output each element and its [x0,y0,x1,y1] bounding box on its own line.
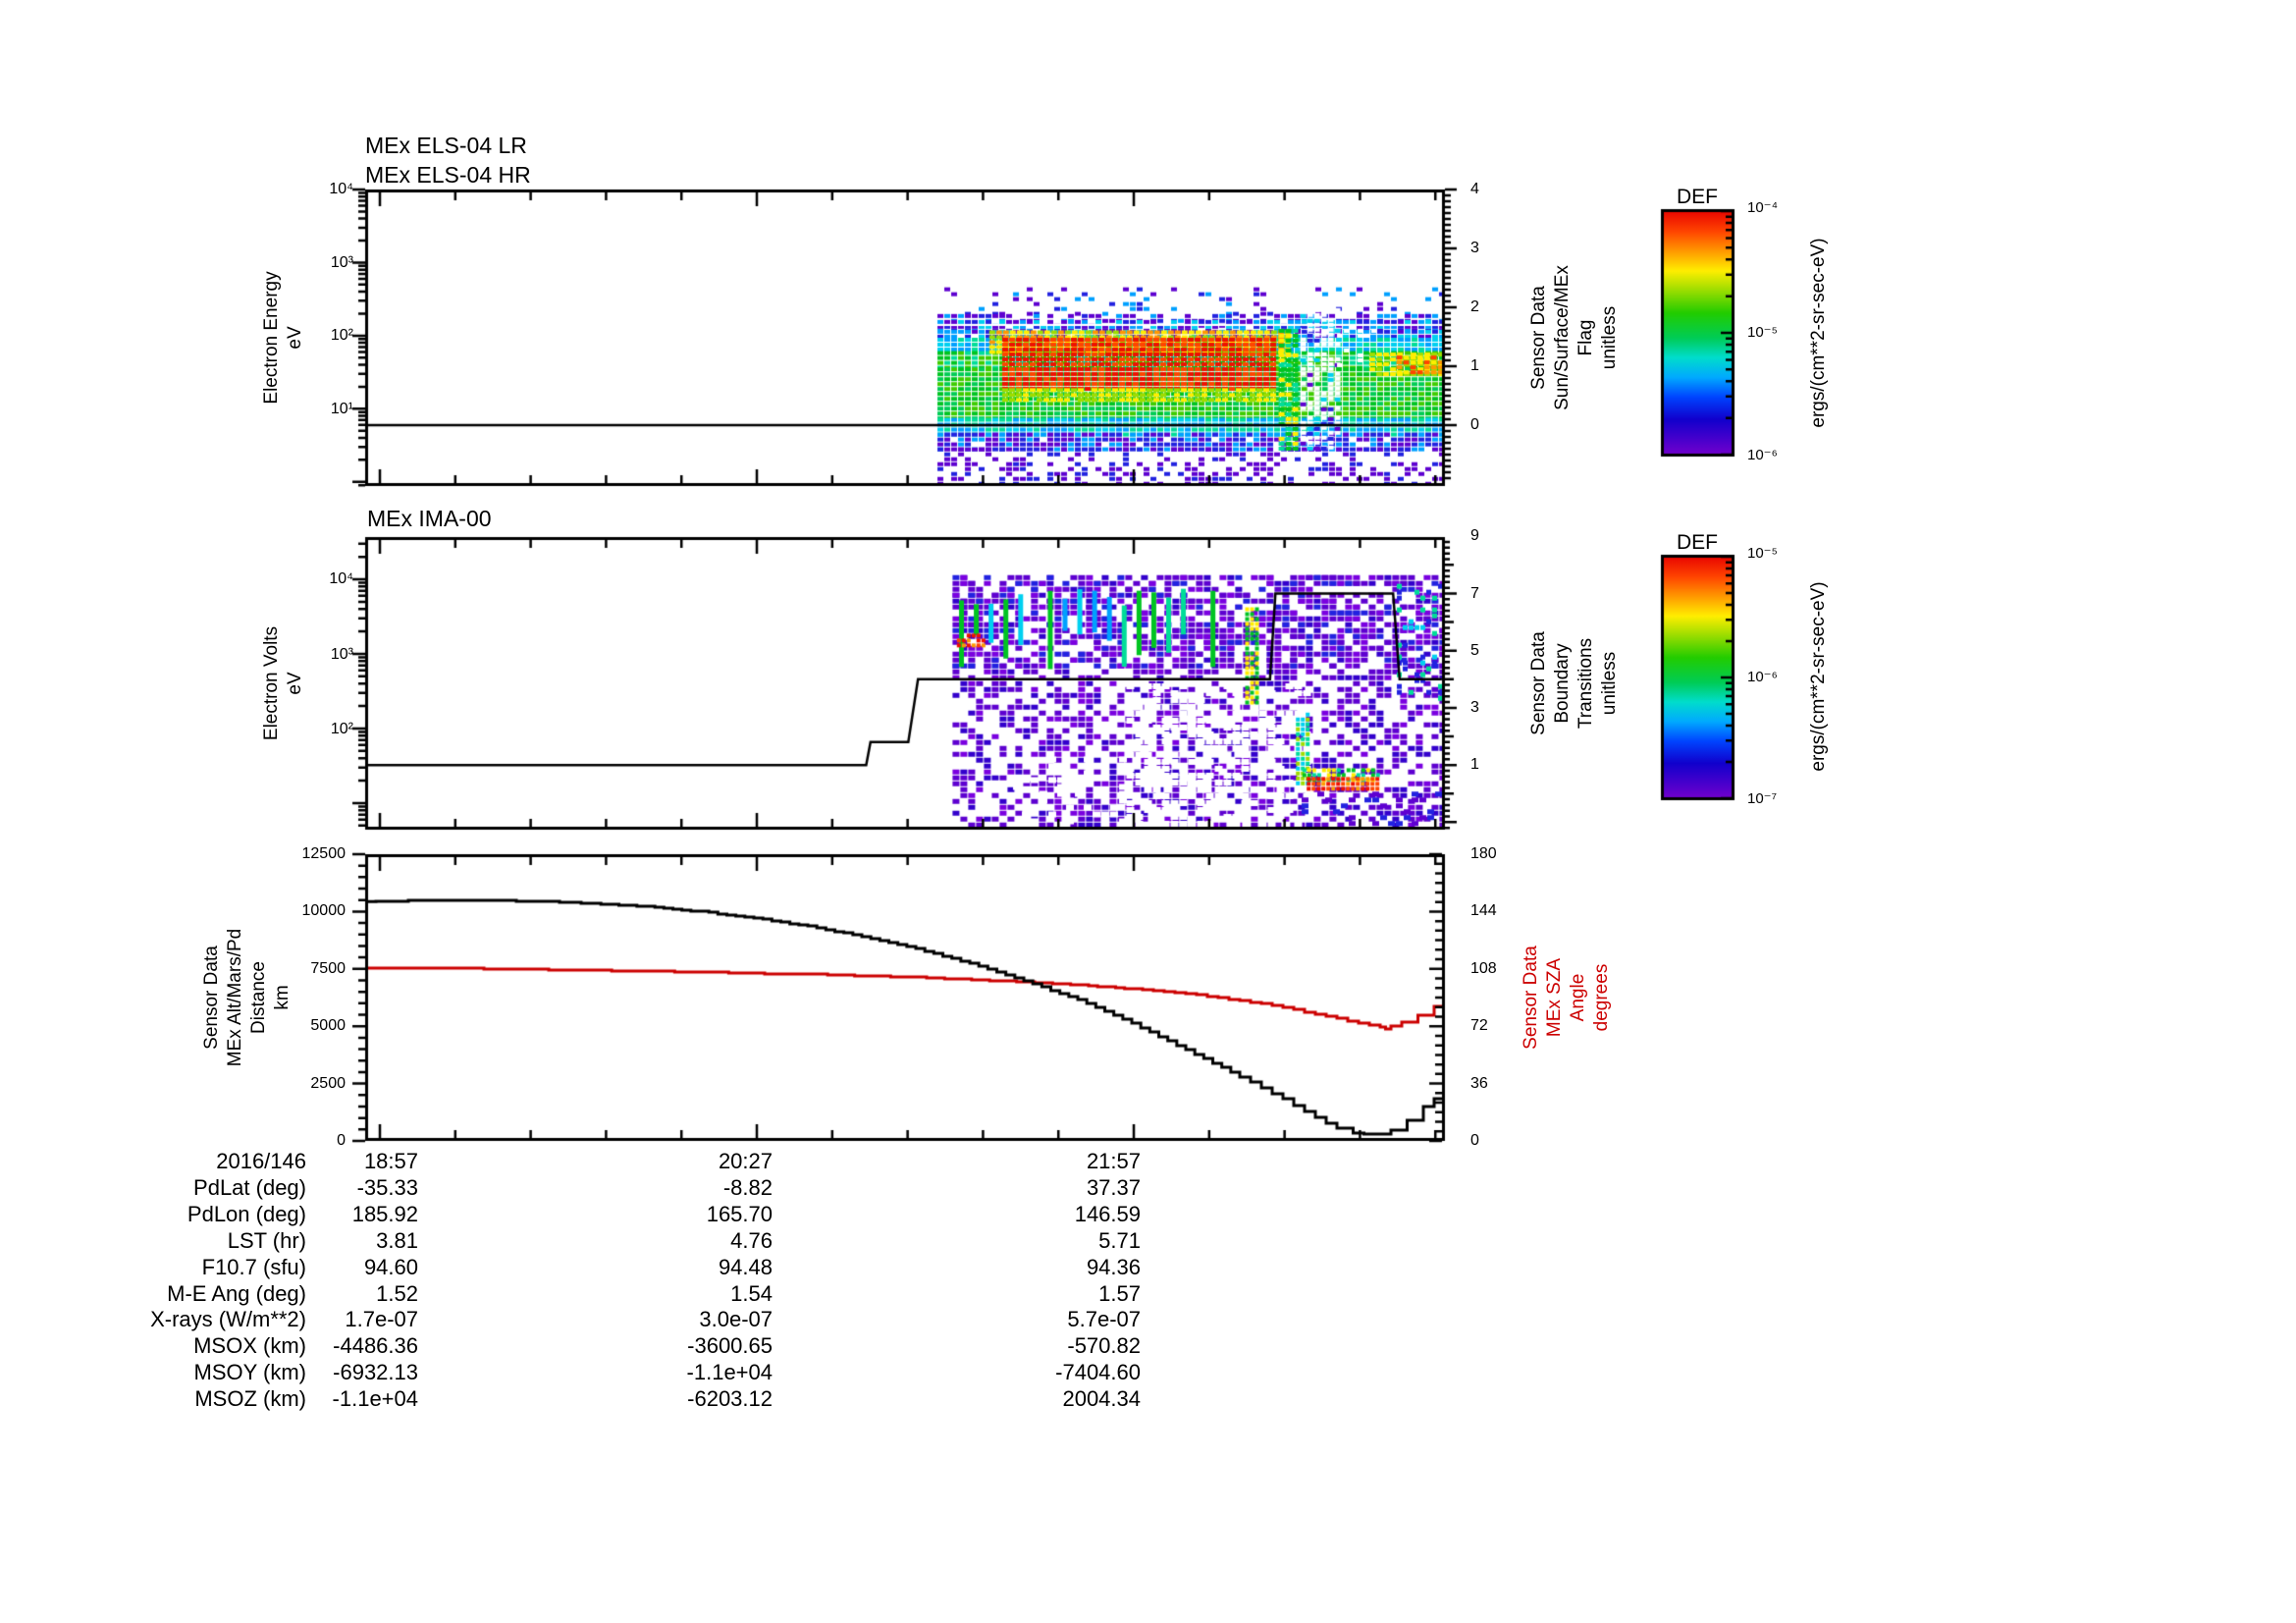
ima-y-axis-label: Electron Volts eV [261,625,305,741]
colorbar2-tick-1e-7: 10⁻⁷ [1747,790,1778,807]
ima-right-axis-label: Sensor Data Boundary Transitions unitles… [1528,631,1620,735]
table-cell: -7404.60 [1055,1360,1141,1385]
table-cell: 2004.34 [1062,1386,1141,1412]
altitude-axis-label: Sensor Data MEx Alt/Mars/Pd Distance km [201,928,293,1067]
table-cell: 5.7e-07 [1067,1307,1141,1332]
x-axis-time-label: 21:57 [1086,1149,1141,1173]
ima-flag-tick-1: 1 [1470,756,1479,773]
ima-flag-tick-9: 9 [1470,527,1479,544]
els-flag-tick-1: 1 [1470,357,1479,374]
ima-ytick-1e4: 10⁴ [329,570,353,587]
els-flag-tick-4: 4 [1470,181,1479,197]
table-cell: 5.71 [1098,1227,1141,1253]
table-cell: 1.7e-07 [345,1307,418,1332]
colorbar2-units: ergs/(cm**2-sr-sec-eV) [1808,581,1829,772]
els-ytick-1e4: 10⁴ [329,181,353,197]
sza-tick-180: 180 [1470,845,1497,862]
colorbar1-tick-1e-4: 10⁻⁴ [1747,199,1779,216]
table-cell: 94.48 [718,1254,773,1279]
table-row-label: LST (hr) [227,1227,306,1253]
x-axis-time-label: 18:57 [363,1149,418,1173]
colorbar2-tick-1e-5: 10⁻⁵ [1747,545,1778,562]
table-cell: -1.1e+04 [686,1360,773,1385]
colorbar1-units: ergs/(cm**2-sr-sec-eV) [1808,238,1829,428]
table-row-label: M-E Ang (deg) [167,1280,306,1306]
table-row-label: F10.7 (sfu) [201,1254,306,1279]
table-cell: 94.60 [363,1254,418,1279]
table-cell: 3.0e-07 [699,1307,773,1332]
alt-tick-0: 0 [337,1132,346,1149]
sza-tick-108: 108 [1470,960,1497,977]
ima-flag-tick-7: 7 [1470,585,1479,602]
alt-tick-10000: 10000 [301,902,347,919]
els-title-hr: MEx ELS-04 HR [365,162,531,188]
table-row-label: X-rays (W/m**2) [150,1307,306,1332]
table-cell: 185.92 [351,1201,418,1226]
table-cell: -6932.13 [333,1360,418,1385]
table-cell: -35.33 [356,1174,418,1200]
els-flag-tick-2: 2 [1470,298,1479,315]
ima-flag-tick-5: 5 [1470,642,1479,659]
els-ytick-1e2: 10² [330,327,353,344]
table-cell: -4486.36 [333,1333,418,1359]
sza-tick-72: 72 [1470,1017,1488,1034]
ima-ytick-1e3: 10³ [330,646,353,663]
ima-title: MEx IMA-00 [367,506,492,531]
sza-tick-36: 36 [1470,1075,1488,1092]
sza-axis-label: Sensor Data MEx SZA Angle degrees [1521,946,1612,1050]
alt-tick-2500: 2500 [310,1075,346,1092]
x-axis-time-label: 20:27 [718,1149,773,1173]
alt-tick-5000: 5000 [310,1017,346,1034]
table-cell: 146.59 [1074,1201,1141,1226]
ima-ytick-1e2: 10² [330,721,353,737]
colorbar1-tick-1e-5: 10⁻⁵ [1747,324,1778,341]
table-cell: -6203.12 [687,1386,773,1412]
colorbar2-title: DEF [1677,531,1718,554]
table-cell: 165.70 [706,1201,773,1226]
table-cell: 4.76 [730,1227,773,1253]
els-ytick-1e3: 10³ [330,254,353,271]
els-right-axis-label: Sensor Data Sun/Surface/MEx Flag unitles… [1528,265,1620,410]
table-cell: -1.1e+04 [332,1386,418,1412]
table-cell: 94.36 [1086,1254,1141,1279]
table-cell: 1.54 [730,1280,773,1306]
table-row-label: MSOZ (km) [194,1386,306,1412]
table-row-label: MSOX (km) [193,1333,306,1359]
table-row-label: PdLat (deg) [193,1174,306,1200]
els-ytick-1e1: 10¹ [330,401,353,417]
sza-tick-144: 144 [1470,902,1497,919]
sza-tick-0: 0 [1470,1132,1479,1149]
colorbar1-tick-1e-6: 10⁻⁶ [1747,447,1778,463]
ima-flag-tick-3: 3 [1470,699,1479,716]
table-date-label: 2016/146 [216,1149,306,1173]
els-y-axis-label: Electron Energy eV [261,271,305,405]
alt-tick-12500: 12500 [301,845,347,862]
table-cell: 1.57 [1098,1280,1141,1306]
colorbar2-tick-1e-6: 10⁻⁶ [1747,669,1778,685]
els-flag-tick-0: 0 [1470,416,1479,433]
table-cell: 1.52 [376,1280,418,1306]
table-cell: -3600.65 [687,1333,773,1359]
table-row-label: PdLon (deg) [187,1201,306,1226]
alt-tick-7500: 7500 [310,960,346,977]
table-cell: 3.81 [376,1227,418,1253]
table-cell: -570.82 [1067,1333,1141,1359]
els-title-lr: MEx ELS-04 LR [365,133,527,158]
els-flag-tick-3: 3 [1470,240,1479,256]
table-row-label: MSOY (km) [193,1360,306,1385]
table-cell: 37.37 [1086,1174,1141,1200]
table-cell: -8.82 [722,1174,773,1200]
colorbar1-title: DEF [1677,186,1718,208]
